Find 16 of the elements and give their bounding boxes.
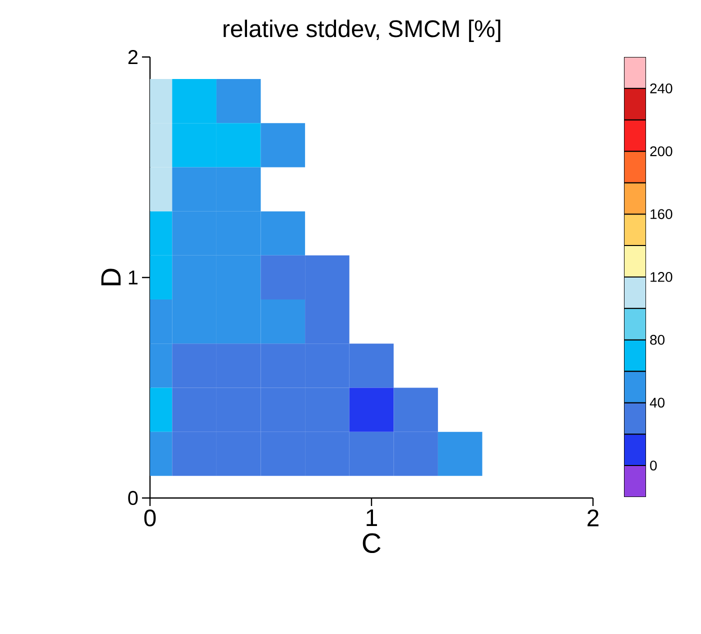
x-tick-label: 2 xyxy=(588,510,598,526)
x-tick-label: 0 xyxy=(144,510,156,526)
y-axis-title: D xyxy=(101,268,121,286)
color-bar-label: 80 xyxy=(650,334,665,345)
color-bar-label: 0 xyxy=(650,460,657,470)
y-tick-label: 2 xyxy=(128,50,138,64)
color-bar-label: 240 xyxy=(650,83,672,94)
color-bar-label: 200 xyxy=(650,146,672,156)
x-axis-title: C xyxy=(362,533,381,554)
chart-title: relative stddev, SMCM [%] xyxy=(224,20,500,42)
color-bar-label: 40 xyxy=(650,398,665,408)
color-bar-label: 160 xyxy=(650,209,672,220)
y-tick-label: 0 xyxy=(128,490,138,506)
color-bar-label: 120 xyxy=(650,272,672,282)
y-tick-label: 1 xyxy=(128,270,138,284)
x-tick-label: 1 xyxy=(366,510,377,526)
